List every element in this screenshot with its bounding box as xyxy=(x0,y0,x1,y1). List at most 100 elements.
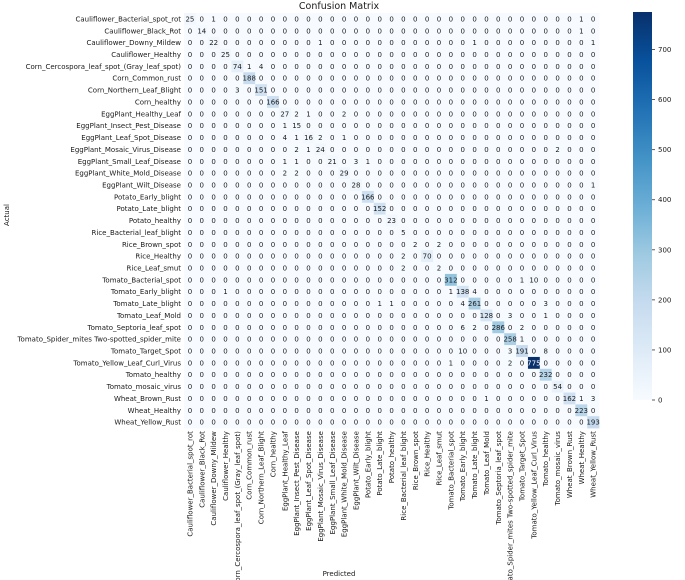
heatmap-cell xyxy=(243,143,256,156)
cell-value-label: 0 xyxy=(401,324,405,332)
cell-value-label: 0 xyxy=(437,276,441,284)
cell-value-label: 0 xyxy=(235,419,239,427)
cell-value-label: 0 xyxy=(413,15,417,23)
cell-value-label: 0 xyxy=(437,193,441,201)
cell-value-label: 0 xyxy=(543,419,547,427)
heatmap-cell xyxy=(504,96,517,109)
cell-value-label: 0 xyxy=(389,170,393,178)
heatmap-cell xyxy=(314,48,327,61)
cell-value-label: 0 xyxy=(567,264,571,272)
heatmap-cell xyxy=(385,167,398,180)
cell-value-label: 0 xyxy=(460,264,464,272)
colorbar-tick-label: 700 xyxy=(658,46,671,54)
cell-value-label: 5 xyxy=(401,229,405,237)
heatmap-cell xyxy=(219,96,232,109)
cell-value-label: 0 xyxy=(223,395,227,403)
heatmap-cell xyxy=(267,202,280,215)
cell-value-label: 0 xyxy=(472,217,476,225)
cell-value-label: 0 xyxy=(200,348,204,356)
heatmap-cell xyxy=(433,167,446,180)
heatmap-cell xyxy=(421,72,434,85)
heatmap-cell xyxy=(361,190,375,204)
heatmap-cell xyxy=(492,131,505,144)
heatmap-cell xyxy=(587,190,600,204)
cell-value-label: 0 xyxy=(389,98,393,106)
cell-value-label: 0 xyxy=(366,241,370,249)
heatmap-cell xyxy=(587,119,600,132)
cell-value-label: 0 xyxy=(449,134,453,142)
cell-value-label: 1 xyxy=(484,395,488,403)
heatmap-cell xyxy=(551,24,564,38)
cell-value-label: 0 xyxy=(271,300,275,308)
cell-value-label: 0 xyxy=(235,217,239,225)
heatmap-cell xyxy=(207,48,220,61)
heatmap-cell xyxy=(243,96,256,109)
cell-value-label: 0 xyxy=(330,359,334,367)
heatmap-cell xyxy=(302,167,315,180)
cell-value-label: 0 xyxy=(223,419,227,427)
cell-value-label: 0 xyxy=(271,419,275,427)
cell-value-label: 0 xyxy=(460,98,464,106)
heatmap-cell xyxy=(444,179,458,192)
cell-value-label: 0 xyxy=(306,348,310,356)
cell-value-label: 0 xyxy=(567,288,571,296)
heatmap-cell xyxy=(219,84,232,97)
cell-value-label: 0 xyxy=(366,146,370,154)
heatmap-cell xyxy=(433,107,446,121)
cell-value-label: 0 xyxy=(437,170,441,178)
heatmap-cell xyxy=(527,143,541,156)
cell-value-label: 0 xyxy=(377,110,381,118)
cell-value-label: 0 xyxy=(211,134,215,142)
cell-value-label: 0 xyxy=(437,288,441,296)
cell-value-label: 0 xyxy=(342,15,346,23)
cell-value-label: 0 xyxy=(366,217,370,225)
cell-value-label: 0 xyxy=(259,98,263,106)
heatmap-cell xyxy=(184,13,197,26)
cell-value-label: 0 xyxy=(294,181,298,189)
heatmap-cell xyxy=(195,96,209,109)
cell-value-label: 0 xyxy=(472,27,476,35)
heatmap-cell xyxy=(338,190,351,204)
heatmap-cell xyxy=(516,155,529,168)
heatmap-cell xyxy=(373,13,386,26)
heatmap-cell xyxy=(361,36,375,49)
cell-value-label: 0 xyxy=(318,75,322,83)
cell-value-label: 0 xyxy=(555,395,559,403)
cell-value-label: 0 xyxy=(306,288,310,296)
heatmap-cell xyxy=(314,24,327,38)
cell-value-label: 0 xyxy=(496,312,500,320)
heatmap-cell xyxy=(492,84,505,97)
heatmap-cell xyxy=(195,167,209,180)
heatmap-cell xyxy=(278,119,292,132)
cell-value-label: 0 xyxy=(543,98,547,106)
heatmap-cell xyxy=(527,24,541,38)
cell-value-label: 0 xyxy=(532,98,536,106)
cell-value-label: 0 xyxy=(294,264,298,272)
cell-value-label: 0 xyxy=(366,87,370,95)
cell-value-label: 0 xyxy=(532,253,536,261)
cell-value-label: 0 xyxy=(567,205,571,213)
cell-value-label: 0 xyxy=(555,39,559,47)
cell-value-label: 0 xyxy=(437,158,441,166)
cell-value-label: 0 xyxy=(567,241,571,249)
heatmap-cell xyxy=(492,167,505,180)
cell-value-label: 0 xyxy=(247,181,251,189)
y-tick-label: EggPlant_Insect_Pest_Disease xyxy=(76,122,181,130)
cell-value-label: 0 xyxy=(188,122,192,130)
cell-value-label: 0 xyxy=(271,253,275,261)
cell-value-label: 0 xyxy=(259,193,263,201)
cell-value-label: 0 xyxy=(472,348,476,356)
cell-value-label: 0 xyxy=(200,217,204,225)
cell-value-label: 0 xyxy=(413,146,417,154)
cell-value-label: 0 xyxy=(283,359,287,367)
cell-value-label: 0 xyxy=(211,288,215,296)
cell-value-label: 0 xyxy=(294,300,298,308)
cell-value-label: 0 xyxy=(271,407,275,415)
cell-value-label: 0 xyxy=(413,193,417,201)
cell-value-label: 0 xyxy=(460,27,464,35)
cell-value-label: 0 xyxy=(330,146,334,154)
heatmap-cell xyxy=(243,238,256,251)
cell-value-label: 0 xyxy=(318,193,322,201)
cell-value-label: 0 xyxy=(437,407,441,415)
cell-value-label: 0 xyxy=(330,407,334,415)
